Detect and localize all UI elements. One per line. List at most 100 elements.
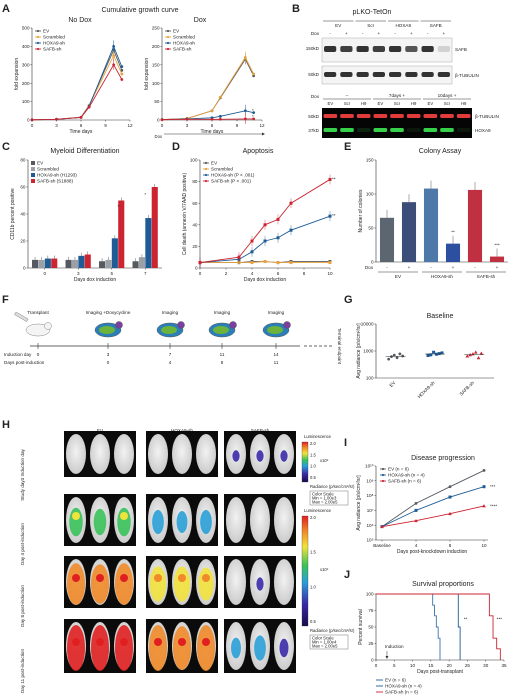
legend-marker (36, 41, 40, 45)
panel-f-label: F (2, 294, 9, 306)
color-scale-box (309, 490, 349, 506)
x-tick-label: 3 (55, 123, 58, 128)
panel-g: G Baseline 100 1000 10000 EV HOXA9-sh SAFB-sh… (344, 294, 494, 399)
y-axis-label: Percent survival (358, 609, 364, 645)
band-tubulin (437, 72, 450, 77)
band-tubulin-red (373, 114, 388, 118)
band-tubulin-red (456, 114, 471, 118)
bar (423, 188, 439, 262)
data-point (390, 355, 393, 359)
baseline-scatter: 100 1000 10000 EV HOXA9-sh SAFB-sh Avg radianc… (356, 322, 494, 399)
luminescence-signal (200, 509, 212, 535)
x-tick-label: 6 (211, 123, 214, 128)
lane-label: H9 (361, 101, 367, 106)
luminescence-hotspot (202, 638, 210, 646)
y-tick-label: 20 (192, 244, 198, 249)
color-scale-max: Max = 2.00e5 (312, 644, 338, 649)
luminescence-signal (173, 566, 191, 602)
y-tick-label: 60 (20, 185, 26, 190)
lane-label: H9 (411, 101, 417, 106)
data-point (87, 105, 91, 109)
data-point (392, 353, 396, 357)
luminescence-signal (256, 450, 264, 462)
colorbar-tick-label: 1.0 (310, 464, 316, 469)
x-tick-label: 6 (80, 123, 83, 128)
data-point (263, 260, 267, 264)
legend-label: EV (n = 6) (385, 678, 406, 683)
group-label: HOXA9 (395, 23, 411, 28)
x-tick-label: 8 (449, 543, 452, 548)
x-tick-label: 4 (251, 271, 254, 276)
x-axis-label: Time days (201, 129, 224, 135)
luminescence-hotspot (202, 574, 210, 582)
survival-curve (376, 593, 501, 660)
lane-label: Scr (394, 101, 401, 106)
row-label: Day 4 post-induction (20, 523, 25, 565)
data-point (252, 117, 256, 121)
column-label: EV (97, 428, 104, 433)
panel-e-title: Colony Assay (419, 148, 462, 155)
legend-marker (166, 35, 170, 39)
luminescence-hotspot (72, 512, 80, 520)
mouse-signal-icon (161, 326, 177, 334)
band-tubulin (324, 72, 337, 77)
induction-day-value: 0 (37, 352, 40, 357)
bar (99, 261, 106, 268)
luminescence-signal (149, 625, 167, 671)
y-tick-label: 150 (152, 62, 160, 67)
y-tick-label: 1000 (363, 349, 374, 354)
mouse-signal-icon (99, 326, 115, 334)
y-tick-label: 100 (190, 158, 198, 163)
y-tick-label: 50 (368, 625, 374, 630)
x-tick-label: 6 (277, 271, 280, 276)
legend-label: HOXA9-sh (43, 41, 65, 46)
x-axis-label: Days dox induction (74, 277, 116, 283)
luminescence-hotspot (178, 638, 186, 646)
legend-marker (36, 47, 40, 51)
luminescence-hotspot (120, 638, 128, 646)
dox-sign: - (427, 31, 429, 36)
data-point (429, 353, 433, 357)
luminescence-signal (232, 450, 240, 462)
post-induction-day-value: 11 (274, 360, 279, 365)
luminescence-hotspot (96, 574, 104, 582)
dox-label: Dox (311, 94, 320, 99)
panel-i: I Disease progression 10⁵ 10⁶ 10⁷ 10⁸ 10⁹ 10¹… (344, 437, 497, 555)
panel-c-label: C (2, 141, 10, 153)
data-point (448, 485, 452, 489)
y-tick-label: 0 (371, 260, 374, 265)
growth-chart-no-dox: 0 100 200 300 400 500 0 3 6 9 12 Time days fold expa… (14, 26, 133, 135)
series-line (381, 470, 485, 528)
luminescence-colorbar (301, 515, 309, 627)
x-tick-label: 0 (31, 123, 34, 128)
data-point (380, 524, 384, 529)
y-axis-label: Number of colonies (358, 189, 364, 233)
colorbar-tick-label: 1.0 (310, 584, 316, 589)
band-hoxa9-green (423, 128, 438, 132)
legend-marker (36, 35, 40, 39)
western-blot: EV Scr HOXA9 SAFB Dox - + - + - + - +150kD SAFB 50kD β-… (306, 20, 499, 138)
mouse-signal-icon (213, 326, 229, 334)
band-hoxa9-green (406, 128, 421, 132)
panel-i-title: Disease progression (411, 455, 475, 462)
survival-curve (376, 593, 441, 660)
dox-sign: - (329, 31, 331, 36)
apoptosis-line-chart: 0 20 40 60 80 100 0 2 4 6 8 10 ** ** Days dox inductio… (182, 158, 336, 283)
panel-b-label: B (292, 3, 300, 15)
mouse-image (274, 497, 294, 543)
band-label: β-TUBULIN (475, 114, 499, 119)
y-axis-label: Cell death (annexin V/7AAD positive) (182, 173, 188, 256)
band-safb (340, 46, 353, 52)
band-label: HOXA9 (475, 128, 491, 133)
mouse-signal-icon (267, 326, 283, 334)
legend-marker (381, 473, 385, 477)
y-tick-label: 10⁵ (366, 538, 373, 543)
category-label: HOXA9-sh (417, 380, 436, 399)
group-label: Scr (367, 23, 374, 28)
legend-label: Scrambled (37, 167, 59, 172)
panel-c: C Myeloid Differentiation 0 20 40 60 80 0 3 5 7 *… (2, 141, 162, 283)
induction-day-value: 3 (107, 352, 110, 357)
y-tick-label: 0 (27, 118, 30, 123)
